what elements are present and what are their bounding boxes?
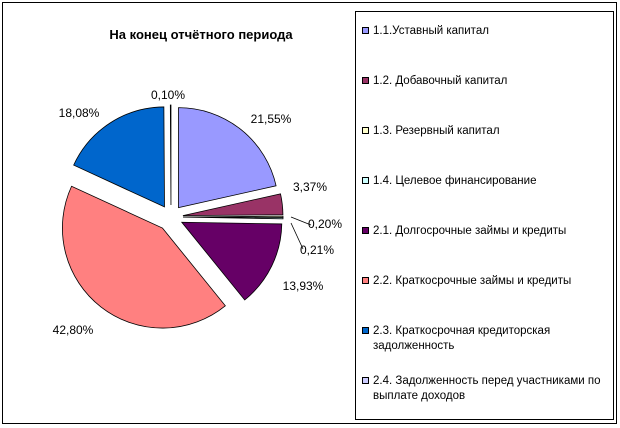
legend-label: 1.3. Резервный капитал xyxy=(373,125,500,137)
data-label: 0,20% xyxy=(308,217,342,231)
legend-item: 2.2. Краткосрочные займы и кредиты xyxy=(362,274,612,289)
pie-slice xyxy=(182,193,284,217)
chart-area: На конец отчётного периода 21,55% 3,37% 0,… xyxy=(2,2,617,424)
legend-item: 2.4. Задолженность перед участниками по … xyxy=(362,374,612,404)
data-label: 42,80% xyxy=(53,323,94,337)
pie-slice xyxy=(73,106,165,208)
legend-item: 1.4. Целевое финансирование xyxy=(362,174,612,189)
legend-item: 2.1. Долгосрочные займы и кредиты xyxy=(362,224,612,239)
leader-line xyxy=(290,222,304,250)
legend-swatch xyxy=(362,277,369,284)
pie-slice xyxy=(178,107,277,209)
legend-swatch xyxy=(362,327,369,334)
legend-label: 2.3. Краткосрочная кредиторская задолжен… xyxy=(373,325,551,352)
legend-swatch xyxy=(362,77,369,84)
legend-swatch xyxy=(362,27,369,34)
data-label: 18,08% xyxy=(59,106,100,120)
legend-item: 1.3. Резервный капитал xyxy=(362,124,612,139)
legend: 1.1.Уставный капитал 1.2. Добавочный капи… xyxy=(355,11,614,420)
data-label: 21,55% xyxy=(251,112,292,126)
data-label: 3,37% xyxy=(293,180,327,194)
data-label: 13,93% xyxy=(283,279,324,293)
legend-item: 1.2. Добавочный капитал xyxy=(362,74,612,89)
data-label: 0,21% xyxy=(300,243,334,257)
pie-slice xyxy=(62,185,226,329)
data-label: 0,10% xyxy=(151,88,185,102)
legend-label: 2.4. Задолженность перед участниками по … xyxy=(373,375,601,402)
pie-slice xyxy=(180,221,283,301)
legend-label: 2.1. Долгосрочные займы и кредиты xyxy=(373,225,567,237)
leader-line xyxy=(290,216,312,226)
legend-swatch xyxy=(362,227,369,234)
legend-swatch xyxy=(362,377,369,384)
legend-item: 2.3. Краткосрочная кредиторская задолжен… xyxy=(362,324,612,354)
pie-slice xyxy=(169,104,172,206)
legend-label: 2.2. Краткосрочные займы и кредиты xyxy=(373,275,572,287)
legend-swatch xyxy=(362,177,369,184)
pie-slice xyxy=(182,216,284,220)
legend-label: 1.4. Целевое финансирование xyxy=(373,175,537,187)
legend-label: 1.2. Добавочный капитал xyxy=(373,75,508,87)
legend-item: 1.1.Уставный капитал xyxy=(362,24,612,39)
legend-label: 1.1.Уставный капитал xyxy=(373,25,489,37)
pie-chart: На конец отчётного периода 21,55% 3,37% 0,… xyxy=(53,27,343,337)
legend-swatch xyxy=(362,127,369,134)
chart-title: На конец отчётного периода xyxy=(109,27,293,42)
